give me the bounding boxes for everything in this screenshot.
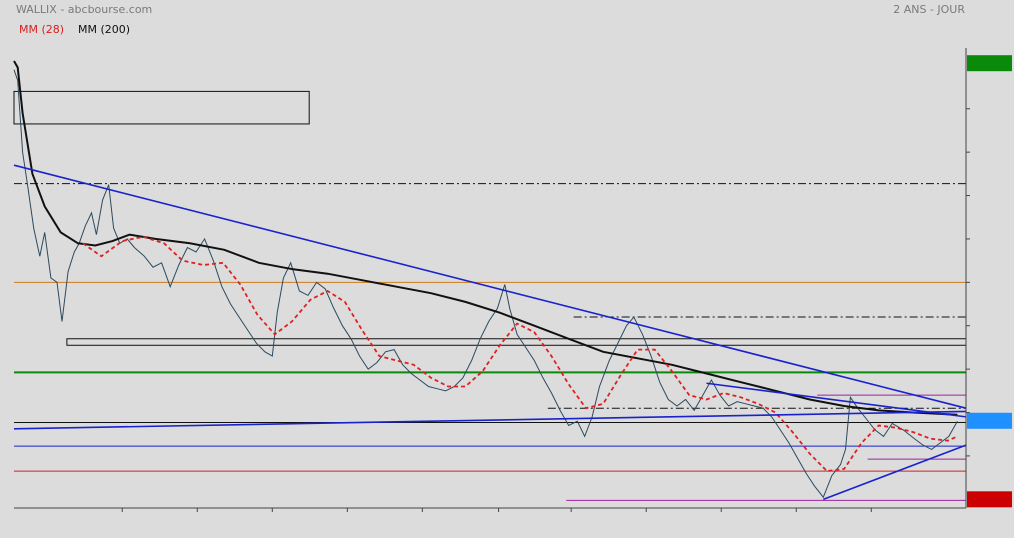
badge-last-bg bbox=[967, 412, 1012, 429]
band-box bbox=[66, 338, 967, 346]
trendline bbox=[706, 382, 967, 418]
price-badges bbox=[967, 55, 1012, 508]
badge-low-bg bbox=[967, 491, 1012, 508]
ma28-series-line bbox=[82, 235, 958, 473]
x-axis-ticks bbox=[121, 508, 872, 512]
trendline bbox=[823, 444, 967, 501]
ma200-series-line bbox=[13, 60, 958, 416]
trendline bbox=[13, 164, 967, 409]
badge-high-bg bbox=[967, 55, 1012, 72]
empty-box bbox=[13, 90, 310, 125]
price-series-line bbox=[13, 69, 958, 499]
y-axis-ticks bbox=[966, 108, 970, 457]
trendlines bbox=[13, 164, 967, 501]
horizontal-levels bbox=[14, 183, 966, 501]
boxes bbox=[13, 90, 967, 346]
legend-ma200: MM (200) bbox=[78, 23, 130, 36]
period-label: 2 ANS - JOUR bbox=[893, 3, 965, 16]
legend-ma28: MM (28) bbox=[19, 23, 64, 36]
source-title: WALLIX - abcbourse.com bbox=[16, 3, 152, 16]
trendline bbox=[13, 410, 967, 430]
